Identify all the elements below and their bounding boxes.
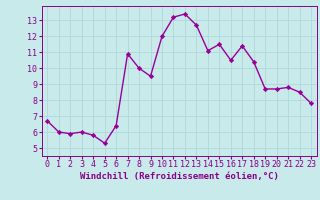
X-axis label: Windchill (Refroidissement éolien,°C): Windchill (Refroidissement éolien,°C) (80, 172, 279, 181)
